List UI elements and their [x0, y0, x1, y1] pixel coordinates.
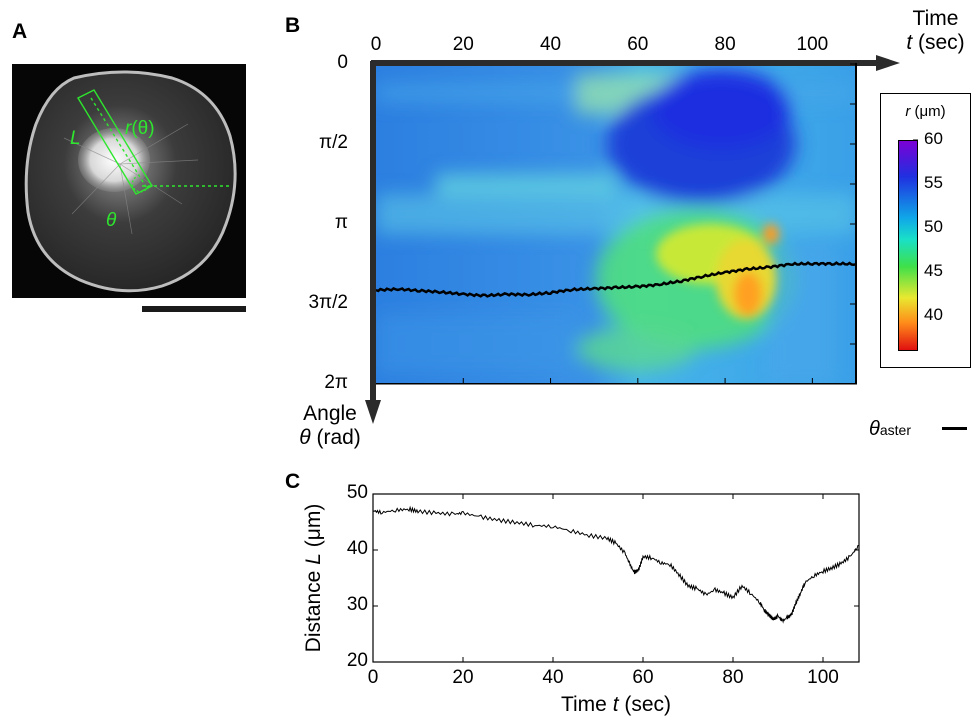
x-tick-label: 60 [632, 667, 654, 688]
y-tick-label: 20 [346, 650, 368, 671]
profile-box [77, 89, 153, 195]
time-tick-label: 40 [539, 34, 562, 55]
colorbar-gradient [898, 140, 918, 351]
time-tick-label: 20 [452, 34, 474, 55]
colorbar-tick-label: 60 [924, 129, 943, 148]
heatmap-bottom-border [376, 383, 857, 385]
angle-tick-label: 3π/2 [308, 292, 348, 313]
angle-tick-label: π/2 [319, 132, 348, 153]
colorbar-tick-label: 45 [924, 260, 943, 280]
theta-aster-line [375, 261, 857, 298]
heatmap-image [375, 64, 857, 384]
angle-axis-title: Angle θ (rad) [299, 402, 361, 449]
panel-label-c: C [285, 470, 301, 493]
time-tick-label: 0 [370, 34, 382, 55]
x-tick-label: 100 [807, 667, 839, 688]
y-tick-label: 40 [346, 538, 368, 559]
time-tick-label: 100 [796, 34, 829, 55]
theta-aster-legend-line [942, 427, 967, 430]
x-tick-label: 80 [722, 667, 744, 688]
angle-tick-label: 0 [337, 52, 348, 73]
heatmap-right-ticks [850, 63, 856, 385]
angle-tick-label: 2π [324, 372, 348, 393]
time-axis-title: Time t (sec) [906, 7, 965, 54]
time-axis-arrowhead [876, 55, 900, 71]
panel-label-a: A [12, 20, 28, 43]
angle-axis-arrowhead [365, 400, 381, 424]
colorbar-tick-label: 55 [924, 172, 943, 192]
panel-label-b: B [285, 14, 301, 37]
theta-aster-legend: θaster [869, 418, 911, 440]
label-theta: θ [106, 210, 117, 231]
colorbar-title: r (μm) [905, 103, 946, 120]
label-r-theta: r(θ) [125, 118, 155, 139]
label-L: L [70, 128, 81, 149]
x-tick-label: 20 [452, 667, 474, 688]
time-tick-label: 80 [714, 34, 736, 55]
radius-heatmap [375, 64, 857, 384]
time-tick-label: 60 [627, 34, 649, 55]
x-axis-title: Time t (sec) [560, 693, 672, 716]
nucleus [78, 128, 150, 192]
cell-micrograph: L r(θ) θ [12, 64, 246, 298]
y-tick-label: 50 [346, 482, 368, 503]
angle-tick-label: π [334, 212, 348, 233]
colorbar-tick-label: 40 [924, 304, 943, 324]
radius-dashed-line [90, 97, 149, 191]
cell-image-illustration: L r(θ) θ [24, 70, 237, 293]
distance-series-line [372, 505, 859, 624]
x-tick-label: 0 [367, 667, 379, 688]
heatmap-bottom-ticks [462, 378, 813, 384]
y-axis-title: Distance L (μm) [302, 503, 325, 653]
colorbar-legend-box [880, 93, 971, 368]
x-tick-label: 40 [542, 667, 564, 688]
y-tick-label: 30 [346, 594, 368, 615]
scale-bar [142, 306, 246, 312]
colorbar-tick-label: 50 [924, 216, 943, 236]
plot-frame [372, 493, 860, 663]
